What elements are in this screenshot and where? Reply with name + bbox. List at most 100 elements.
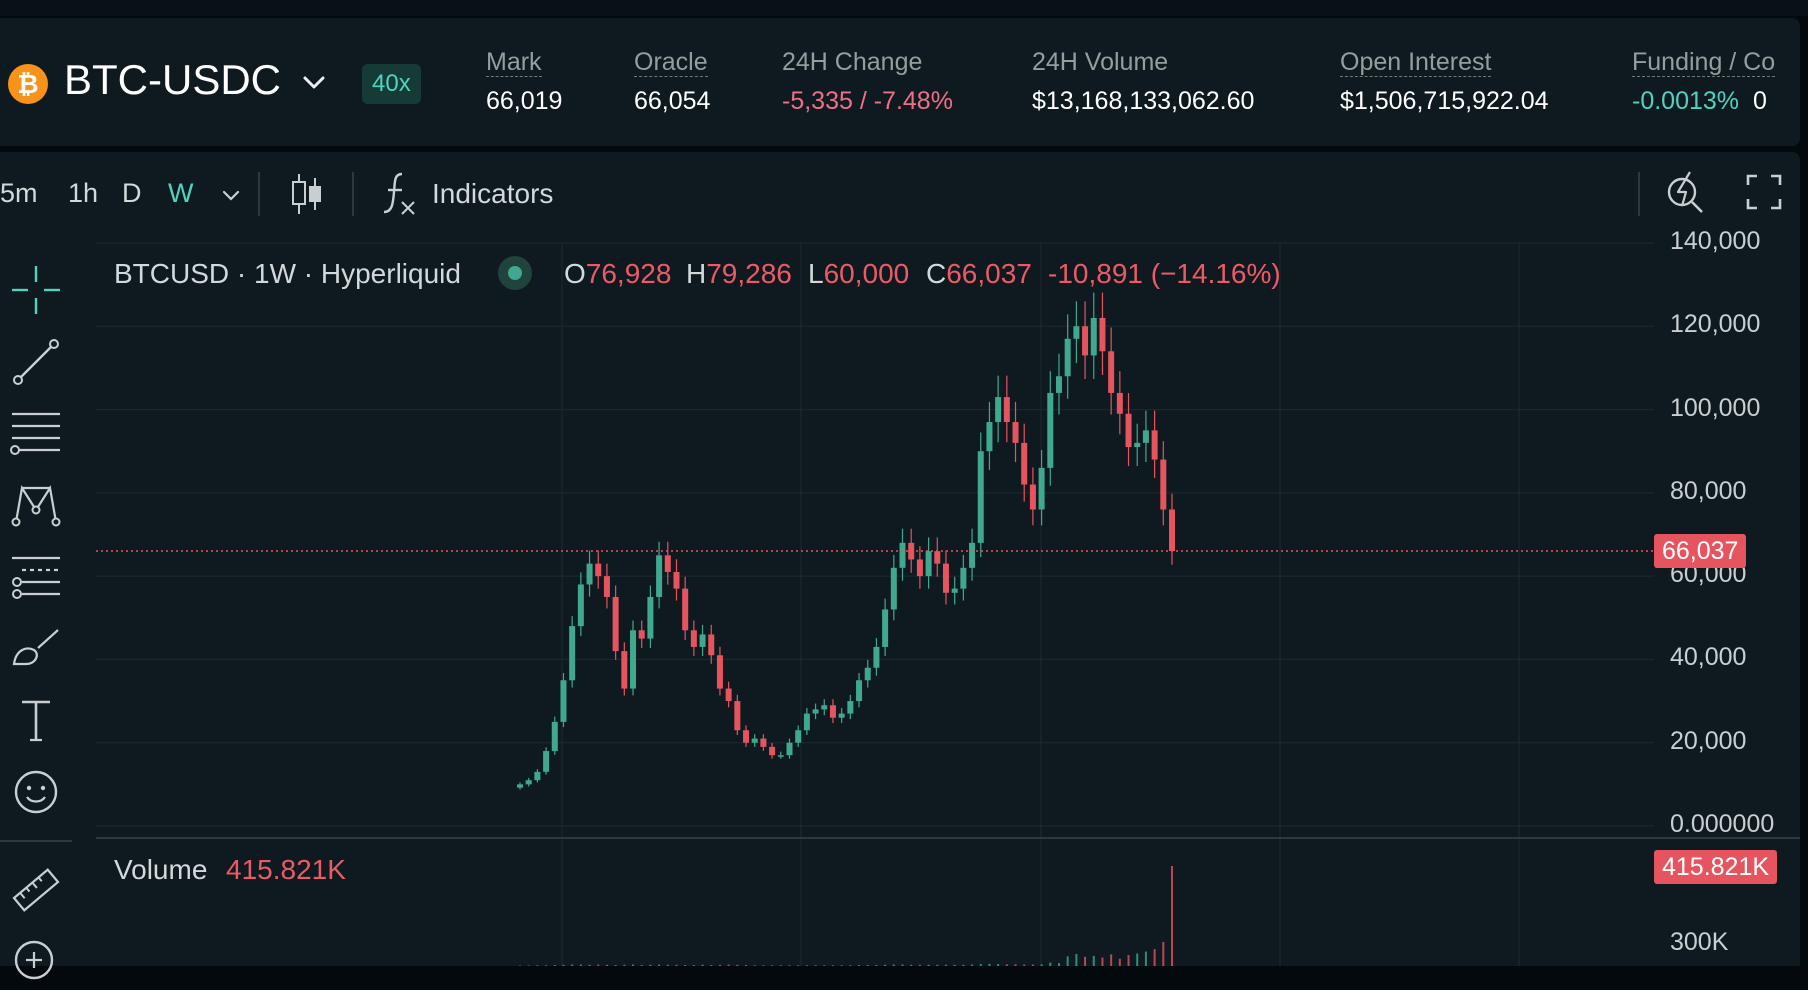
candle-body (700, 634, 706, 646)
candle-body (665, 555, 671, 572)
ohlc-value: 60,000 (824, 258, 910, 289)
candle-body (1013, 422, 1019, 443)
candle-body (1099, 318, 1105, 351)
y-tick-label: 120,000 (1670, 310, 1760, 339)
candle-body (926, 551, 932, 576)
candle-body (1021, 443, 1027, 485)
symbol-legend: BTCUSD · 1W · Hyperliquid (114, 258, 461, 290)
candle-body (1134, 443, 1140, 447)
ohlc-change: -10,891 (−14.16%) (1048, 258, 1281, 290)
candle-body (691, 630, 697, 647)
volume-bar (1067, 956, 1069, 966)
candle-body (708, 634, 714, 655)
candle-body (639, 630, 645, 638)
market-status-dot (498, 256, 532, 290)
candle-body (786, 743, 792, 755)
volume-bar (1154, 949, 1156, 966)
candle-body (1056, 376, 1062, 393)
candle-body (569, 626, 575, 680)
candle-body (1047, 393, 1053, 468)
candle-body (1065, 339, 1071, 376)
volume-axis-label: 300K (1670, 928, 1728, 957)
candle-body (726, 689, 732, 701)
ohlc-value: 66,037 (946, 258, 1032, 289)
ohlc-value: 76,928 (586, 258, 672, 289)
ohlc-high: H79,286 (686, 258, 792, 290)
ohlc-key: O (564, 258, 586, 289)
y-tick-label: 20,000 (1670, 727, 1746, 756)
candle-body (813, 709, 819, 713)
candle-body (847, 701, 853, 713)
candle-body (543, 751, 549, 772)
candle-body (534, 772, 540, 780)
candle-body (1117, 393, 1123, 414)
ohlc-low: L60,000 (808, 258, 909, 290)
candle-body (656, 555, 662, 597)
candle-body (821, 705, 827, 709)
volume-bar (1171, 866, 1173, 966)
candle-body (587, 564, 593, 585)
price-chart[interactable] (0, 0, 1808, 966)
candle-body (595, 564, 601, 576)
volume-bar (1101, 958, 1103, 966)
y-tick-label: 80,000 (1670, 477, 1746, 506)
candle-body (969, 543, 975, 568)
candle-body (760, 739, 766, 747)
candle-body (839, 714, 845, 718)
y-tick-label: 100,000 (1670, 394, 1760, 423)
candle-body (900, 543, 906, 568)
ohlc-key: L (808, 258, 824, 289)
candle-body (526, 780, 532, 784)
candle-body (673, 572, 679, 589)
candle-body (865, 668, 871, 680)
volume-bar (1110, 954, 1112, 966)
volume-tag: 415.821K (1654, 850, 1777, 884)
volume-bar (1084, 957, 1086, 966)
candle-body (952, 589, 958, 593)
candle-body (734, 701, 740, 730)
ohlc-key: H (686, 258, 706, 289)
candle-body (1004, 397, 1010, 422)
candle-body (856, 680, 862, 701)
candle-body (943, 564, 949, 593)
candle-body (873, 647, 879, 668)
candle-body (1091, 318, 1097, 355)
candle-body (560, 680, 566, 722)
volume-bar (1162, 942, 1164, 966)
candle-body (517, 784, 523, 787)
ohlc-open: O76,928 (564, 258, 671, 290)
candle-body (917, 559, 923, 576)
y-tick-label: 0.000000 (1670, 810, 1774, 839)
candle-body (682, 589, 688, 631)
last-price-tag: 66,037 (1654, 534, 1746, 568)
candle-body (621, 651, 627, 688)
candle-body (995, 397, 1001, 422)
candle-body (1039, 468, 1045, 510)
candle-body (1143, 430, 1149, 442)
candle-body (978, 451, 984, 543)
candle-body (630, 630, 636, 688)
candle-body (1030, 485, 1036, 510)
volume-bar (1093, 956, 1095, 966)
ohlc-value: 79,286 (706, 258, 792, 289)
volume-bar (1075, 954, 1077, 966)
candle-body (804, 714, 810, 731)
candle-body (1073, 326, 1079, 338)
candle-body (934, 551, 940, 563)
volume-bar (1136, 953, 1138, 966)
candle-body (986, 422, 992, 451)
candle-body (647, 597, 653, 639)
candle-body (552, 722, 558, 751)
candle-body (717, 655, 723, 688)
ohlc-change-value: -10,891 (−14.16%) (1048, 258, 1281, 289)
candle-body (795, 730, 801, 742)
volume-bar (1128, 955, 1130, 966)
candle-body (891, 568, 897, 610)
candle-body (882, 609, 888, 646)
candle-body (1152, 430, 1158, 459)
candle-body (778, 755, 784, 757)
volume-value: 415.821K (226, 854, 346, 886)
volume-bar (1145, 952, 1147, 966)
volume-label: Volume (114, 854, 207, 886)
candle-body (1108, 351, 1114, 393)
